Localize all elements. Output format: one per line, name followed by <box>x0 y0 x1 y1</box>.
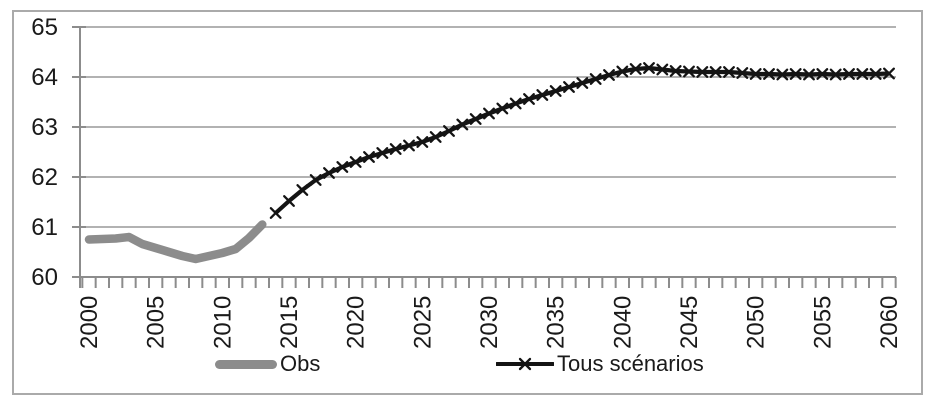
scenarios-series-line <box>274 65 890 215</box>
tick-label: 2060 <box>876 296 903 349</box>
tick-label: 2055 <box>809 296 836 349</box>
tick-label: 2020 <box>343 296 370 349</box>
tick-label: 2045 <box>676 296 703 349</box>
obs-line-swatch <box>215 359 277 369</box>
tick-label: 2040 <box>609 296 636 349</box>
tick-label: 62 <box>31 164 58 191</box>
axes <box>72 26 897 288</box>
legend-label-obs: Obs <box>280 351 321 376</box>
scenarios-markers <box>269 62 895 219</box>
scenarios-line-swatch <box>496 357 554 371</box>
legend-item-scenarios: Tous scénarios <box>496 352 704 376</box>
tick-label: 61 <box>31 214 58 241</box>
y-gridlines <box>80 26 896 278</box>
x-axis-labels: 2000 2005 2010 2015 2020 2025 2030 2035 2040 2045… <box>76 296 903 349</box>
tick-label: 65 <box>31 14 58 41</box>
tick-label: 2030 <box>476 296 503 349</box>
tick-label: 2050 <box>743 296 770 349</box>
tick-label: 64 <box>31 64 58 91</box>
chart-border <box>12 10 923 395</box>
tick-label: 2025 <box>409 296 436 349</box>
tick-label: 63 <box>31 114 58 141</box>
obs-series-line <box>84 220 267 264</box>
legend-label-scenarios: Tous scénarios <box>557 351 704 376</box>
tick-label: 2010 <box>209 296 236 349</box>
y-axis-labels: 65 64 63 62 61 60 <box>31 14 58 291</box>
tick-label: 2015 <box>276 296 303 349</box>
legend-item-obs: Obs <box>215 352 320 376</box>
tick-label: 2035 <box>543 296 570 349</box>
tick-label: 2005 <box>143 296 170 349</box>
tick-label: 60 <box>31 264 58 291</box>
tick-label: 2000 <box>76 296 103 349</box>
